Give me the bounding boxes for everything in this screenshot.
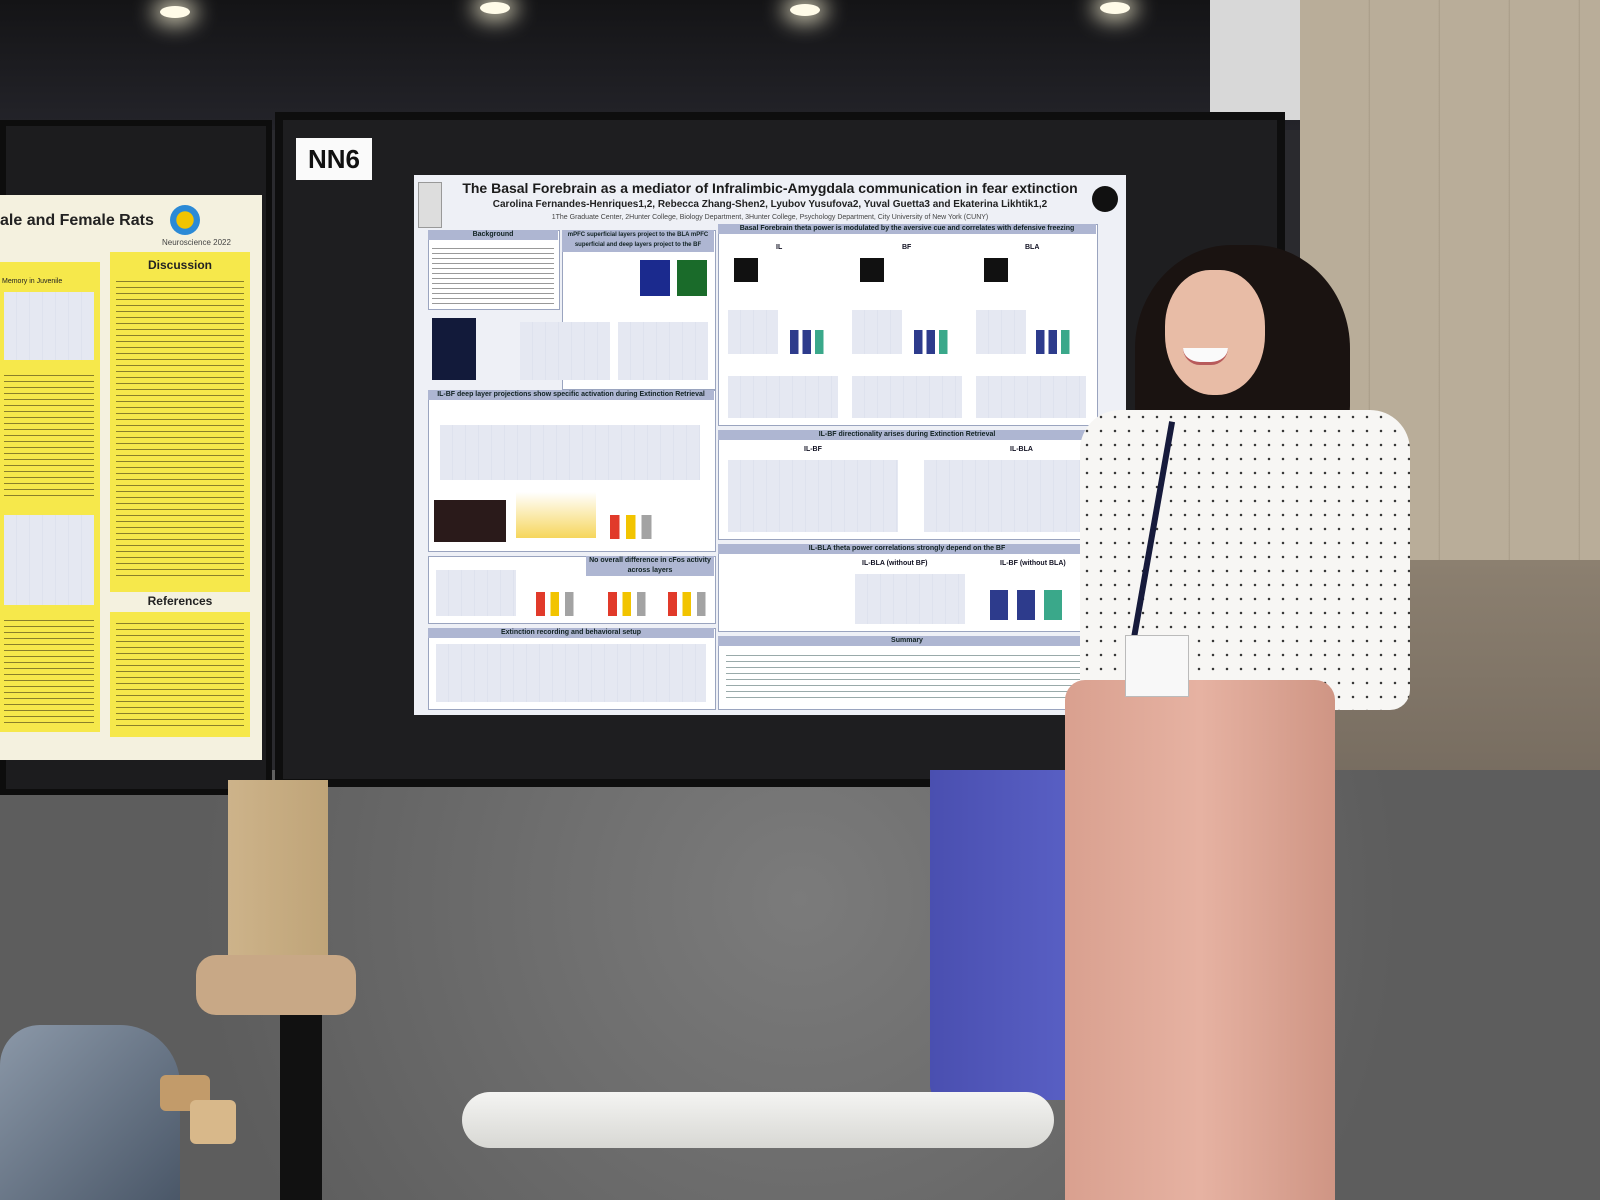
ceiling-light [480, 2, 510, 14]
presenter-face [1165, 270, 1265, 395]
left-poster-logo-text: Neuroscience 2022 [162, 238, 231, 247]
histology-image [734, 258, 758, 282]
directionality-plot [728, 460, 898, 532]
il-bf-heading: IL-BF deep layer projections show specif… [428, 390, 714, 400]
retrieval-plot [976, 376, 1086, 418]
board-number-label: NN6 [296, 138, 372, 180]
bag [0, 1025, 180, 1200]
cfos-bar-plot [536, 592, 576, 616]
ilbf-col-without-bla: IL-BF (without BLA) [1000, 560, 1066, 567]
shoe [196, 955, 356, 1015]
correlation-plot [855, 574, 965, 624]
directionality-plot [924, 460, 1089, 532]
graduate-center-logo-icon [418, 182, 442, 228]
person-blue-pants [930, 770, 1085, 1100]
directionality-col-ilbla: IL-BLA [1010, 446, 1033, 453]
name-badge [1125, 635, 1189, 697]
retrieval-plot [728, 376, 838, 418]
power-plot [976, 310, 1026, 354]
ilbla-correlation-heading: IL-BLA theta power correlations strongly… [718, 544, 1096, 554]
pillar [1210, 0, 1300, 120]
poster-title: The Basal Forebrain as a mediator of Inf… [462, 180, 1078, 196]
activation-timeline [440, 425, 700, 480]
discussion-text [116, 276, 244, 576]
directionality-col-ilbf: IL-BF [804, 446, 822, 453]
power-plot [728, 310, 778, 354]
left-poster-title: ale and Female Rats [0, 212, 154, 229]
correlation-bar-plot [990, 590, 1080, 620]
presenter-smile [1183, 348, 1228, 365]
left-poster-figure [4, 515, 94, 605]
summary-heading: Summary [718, 636, 1096, 646]
ceiling-light [790, 4, 820, 16]
poster-affiliations: 1The Graduate Center, 2Hunter College, B… [551, 214, 989, 221]
ceiling-light [1100, 2, 1130, 14]
presenter-pants [1065, 680, 1335, 1200]
directionality-heading: IL-BF directionality arises during Extin… [718, 430, 1096, 440]
theta-col-il: IL [776, 244, 783, 251]
theta-bar-plot [1036, 330, 1078, 354]
il-projections-plot [618, 322, 708, 380]
poster-tube [462, 1092, 1054, 1148]
ceiling-light [160, 6, 190, 18]
theta-heading: Basal Forebrain theta power is modulated… [718, 224, 1096, 234]
mpfc-heading: mPFC superficial layers project to the B… [562, 230, 714, 252]
il-bf-bar-plot [610, 515, 654, 539]
theta-col-bf: BF [902, 244, 912, 251]
left-poster-text-block [4, 370, 94, 500]
discussion-heading: Discussion [147, 258, 213, 272]
left-poster-text-block [4, 615, 94, 725]
background-heading: Background [428, 230, 558, 240]
histology-image [677, 260, 707, 296]
cfos-bar-plot [608, 592, 648, 616]
neuroscience-logo-icon [170, 205, 200, 235]
histology-image [860, 258, 884, 282]
left-poster-column-heading: Memory in Juvenile [2, 278, 63, 285]
extinction-heading: Extinction recording and behavioral setu… [428, 628, 714, 638]
theta-bar-plot [914, 330, 956, 354]
ilbla-col-without-bf: IL-BLA (without BF) [862, 560, 928, 567]
cfos-bar-plot [668, 592, 708, 616]
references-heading: References [147, 594, 213, 608]
poster-authors: Carolina Fernandes-Henriques1,2, Rebecca… [492, 199, 1048, 210]
theta-col-bla: BLA [1025, 244, 1040, 251]
cfos-plot [436, 570, 516, 616]
il-bf-projection-plot [516, 492, 596, 538]
summary-text [726, 650, 1088, 702]
retrieval-plot [852, 376, 962, 418]
power-plot [852, 310, 902, 354]
histology-image [984, 258, 1008, 282]
theta-bar-plot [790, 330, 832, 354]
hunter-college-logo-icon [1092, 186, 1118, 212]
background-text [432, 244, 554, 304]
left-poster-figure [4, 292, 94, 360]
references-text [116, 618, 244, 730]
pl-projections-plot [520, 322, 610, 380]
cfos-heading: No overall difference in cFos activity a… [586, 556, 714, 576]
behavioral-setup-figure [436, 644, 706, 702]
histology-image [432, 318, 476, 380]
histology-image [434, 500, 506, 542]
tape-roll [190, 1100, 236, 1144]
histology-image [640, 260, 670, 296]
